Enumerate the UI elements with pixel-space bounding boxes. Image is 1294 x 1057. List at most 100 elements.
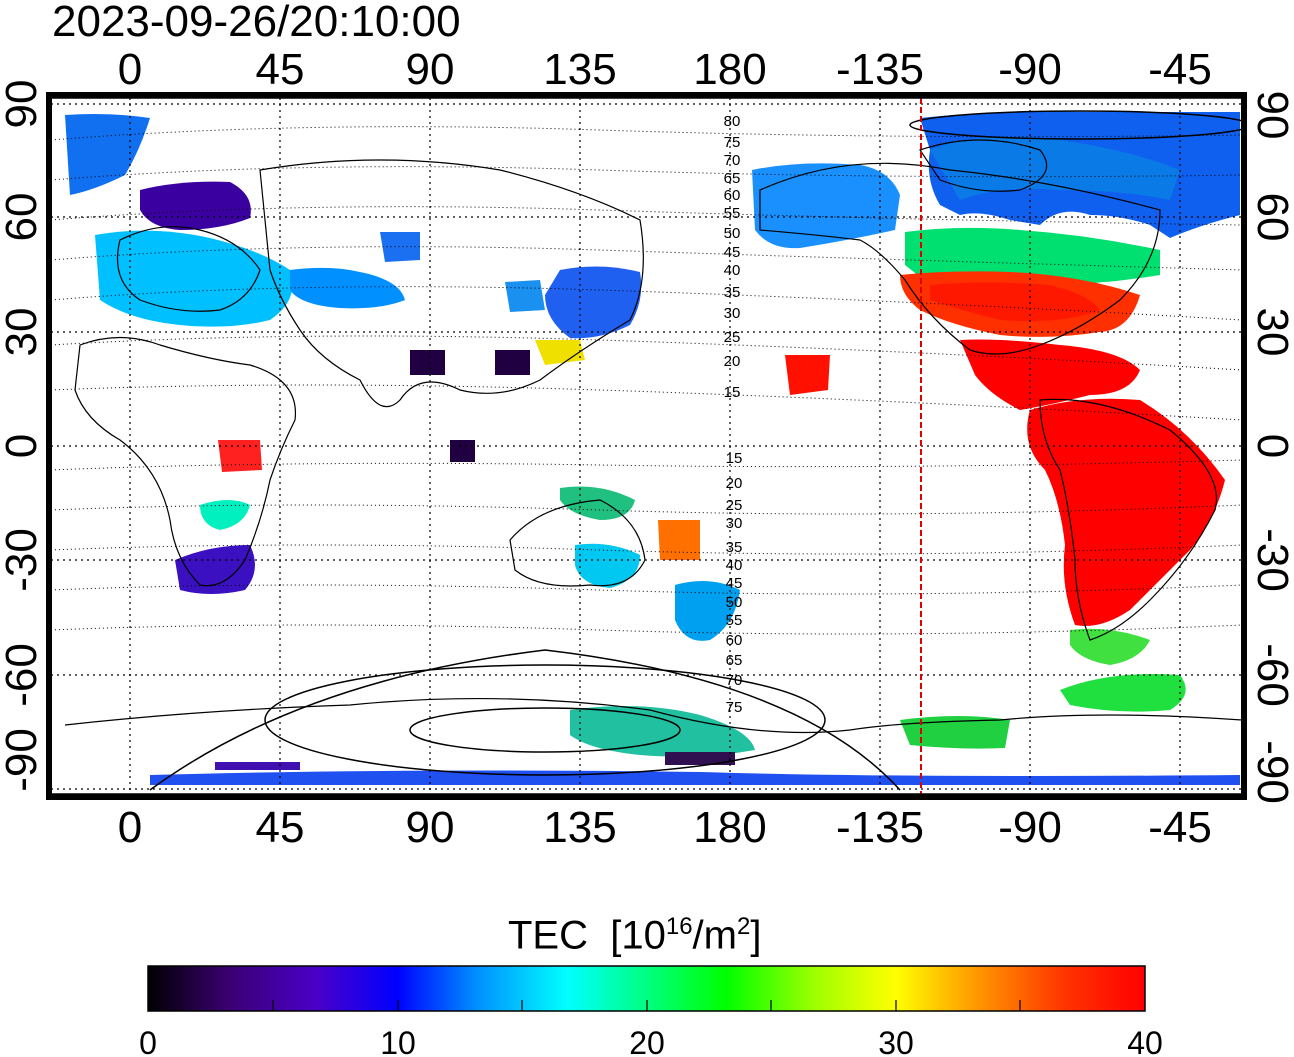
left-lat-label: -60 bbox=[0, 643, 46, 707]
region-south-africa bbox=[175, 545, 255, 594]
top-lon-label: 0 bbox=[118, 45, 142, 94]
left-lat-label: 30 bbox=[0, 308, 46, 357]
contour-label: 30 bbox=[726, 515, 743, 532]
top-axis-bar bbox=[46, 92, 1247, 98]
colorbar-ticks bbox=[272, 1000, 1021, 1011]
left-lat-labels: 90 60 30 0 -30 -60 -90 bbox=[0, 80, 46, 792]
top-lon-label: 180 bbox=[693, 45, 766, 94]
region-north-america-band bbox=[905, 227, 1160, 285]
contour-label: 35 bbox=[724, 284, 741, 301]
left-lat-label: 60 bbox=[0, 193, 46, 242]
right-lat-label: 90 bbox=[1248, 91, 1294, 140]
region-antarctic-wedge bbox=[215, 762, 300, 770]
top-lon-label: -45 bbox=[1148, 45, 1212, 94]
contour-label: 80 bbox=[724, 113, 741, 130]
left-lat-label: -30 bbox=[0, 528, 46, 592]
bottom-lon-label: -90 bbox=[998, 803, 1062, 852]
right-axis-bar bbox=[1241, 92, 1247, 800]
top-lon-label: -90 bbox=[998, 45, 1062, 94]
region-australia bbox=[575, 543, 640, 588]
contour-label: 15 bbox=[724, 384, 741, 401]
colorbar-unit-exp2: 2 bbox=[736, 913, 751, 940]
colorbar-tick-label: 40 bbox=[1127, 1025, 1163, 1057]
region-alaska bbox=[752, 163, 900, 249]
contour-label: 65 bbox=[726, 652, 743, 669]
contour-label: 25 bbox=[726, 497, 743, 514]
aurora-ovals bbox=[149, 110, 1242, 791]
top-lon-label: 90 bbox=[406, 45, 455, 94]
region-antarctic-east-dark bbox=[665, 752, 735, 765]
region-scandinavia bbox=[140, 181, 251, 230]
region-south-pacific-red bbox=[785, 355, 830, 395]
left-lat-label: 90 bbox=[0, 80, 46, 129]
coast-europe bbox=[116, 226, 261, 312]
right-lat-label: 60 bbox=[1248, 193, 1294, 242]
top-lon-label: 135 bbox=[543, 45, 616, 94]
coast-africa bbox=[74, 336, 297, 587]
region-central-america bbox=[960, 339, 1140, 410]
contour-label: 55 bbox=[726, 612, 743, 629]
timestamp: 2023-09-26/20:10:00 bbox=[52, 0, 461, 46]
contour-label: 45 bbox=[726, 575, 743, 592]
contour-label: 55 bbox=[724, 205, 741, 222]
region-central-africa bbox=[218, 440, 262, 472]
region-antarctic-east bbox=[570, 706, 755, 757]
region-antarctic-peninsula bbox=[1060, 674, 1186, 712]
region-antarctic-ross bbox=[900, 716, 1010, 749]
right-lat-label: -90 bbox=[1248, 740, 1294, 804]
bottom-lon-label: 45 bbox=[256, 803, 305, 852]
bottom-axis-bar bbox=[46, 794, 1247, 800]
region-tasman-orange bbox=[658, 520, 700, 560]
contour-label: 75 bbox=[724, 134, 741, 151]
region-japan bbox=[545, 266, 642, 339]
region-antarctic-bottom bbox=[150, 770, 1240, 785]
contour-label: 50 bbox=[724, 225, 741, 242]
contour-label: 75 bbox=[726, 699, 743, 716]
region-central-asia bbox=[505, 280, 545, 312]
region-europe bbox=[95, 230, 293, 327]
bottom-lon-label: 0 bbox=[118, 803, 142, 852]
coast-south-america bbox=[1039, 398, 1218, 641]
region-north-america-core-red bbox=[930, 282, 1100, 322]
right-lat-labels: 90 60 30 0 -30 -60 -90 bbox=[1248, 91, 1294, 804]
colorbar-unit-prefix: [10 bbox=[610, 913, 666, 958]
colorbar-tick-label: 20 bbox=[629, 1025, 665, 1057]
coast-greenland bbox=[919, 139, 1048, 192]
region-greenland-w bbox=[65, 114, 150, 195]
region-philippines-dark bbox=[495, 350, 530, 375]
left-lat-label: -90 bbox=[0, 728, 46, 792]
coast-asia bbox=[259, 159, 644, 408]
tec-data-layer bbox=[65, 111, 1240, 785]
bottom-lon-labels: 0 45 90 135 180 -135 -90 -45 bbox=[118, 803, 1212, 852]
contour-label: 50 bbox=[726, 594, 743, 611]
coast-antarctica bbox=[64, 697, 1242, 734]
bottom-lon-label: 180 bbox=[693, 803, 766, 852]
graticule bbox=[51, 98, 1242, 794]
coast-australia bbox=[509, 499, 646, 587]
colorbar-tick-label: 10 bbox=[380, 1025, 416, 1057]
top-lon-label: -135 bbox=[836, 45, 924, 94]
colorbar-title: TEC [1016/m2] bbox=[508, 905, 761, 957]
contour-label: 40 bbox=[726, 557, 743, 574]
left-lat-label: 0 bbox=[0, 434, 46, 458]
contour-label: 25 bbox=[724, 329, 741, 346]
colorbar-tick-label: 30 bbox=[878, 1025, 914, 1057]
contour-label: 60 bbox=[724, 187, 741, 204]
region-arctic-ne bbox=[930, 136, 1180, 200]
contour-label: 60 bbox=[726, 632, 743, 649]
region-indonesia-dark bbox=[450, 440, 475, 462]
right-lat-label: -30 bbox=[1248, 528, 1294, 592]
colorbar-unit-suffix: ] bbox=[750, 913, 762, 958]
contour-label: 70 bbox=[726, 672, 743, 689]
right-lat-label: -60 bbox=[1248, 643, 1294, 707]
contour-label: 35 bbox=[726, 539, 743, 556]
right-lat-label: 0 bbox=[1248, 434, 1294, 458]
left-axis-bar bbox=[46, 92, 52, 800]
contour-label: 20 bbox=[724, 353, 741, 370]
contour-label: 40 bbox=[724, 262, 741, 279]
contour-label: 70 bbox=[724, 152, 741, 169]
bottom-lon-label: 135 bbox=[543, 803, 616, 852]
right-lat-label: 30 bbox=[1248, 308, 1294, 357]
region-japan-south bbox=[535, 340, 585, 365]
